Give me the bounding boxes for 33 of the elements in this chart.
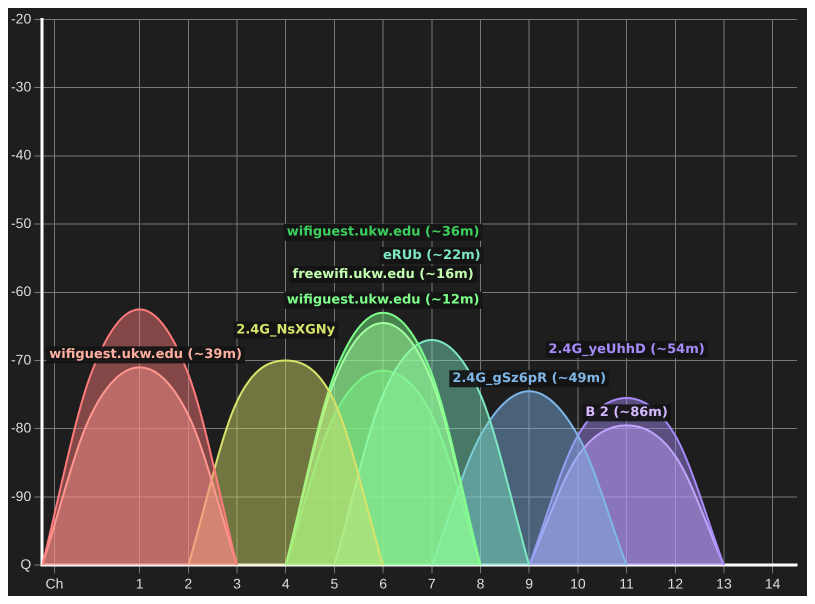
y-tick-label: -90 [11, 488, 32, 504]
series-label: B 2 (~86m) [585, 405, 668, 420]
y-tick-label: Q [20, 556, 32, 572]
x-tick-label: Ch [45, 575, 64, 592]
series-label: wifiguest.ukw.edu (~12m) [286, 292, 480, 308]
x-tick-label: 7 [428, 575, 436, 592]
x-tick-label: 13 [716, 575, 732, 592]
x-tick-label: 2 [184, 575, 192, 592]
text: 2.4G_NsXGNy [236, 322, 336, 338]
text: 2.4G_yeUhhD (~54m) [548, 342, 705, 357]
x-tick-label: 12 [667, 575, 684, 592]
y-tick-label: -70 [11, 351, 32, 368]
x-tick-label: 6 [379, 575, 388, 592]
x-tick-label: 11 [619, 575, 634, 592]
x-tick-label: 9 [525, 575, 534, 592]
y-tick-label: -30 [11, 78, 32, 94]
x-tick-label: 8 [476, 575, 485, 592]
x-tick-label: 1 [136, 575, 144, 592]
y-tick-label: -40 [11, 146, 32, 163]
series-label: 2.4G_gSz6pR (~49m) [452, 371, 606, 386]
y-tick-label: -20 [11, 10, 32, 26]
x-tick-label: 4 [282, 575, 290, 592]
y-tick-label: -80 [11, 420, 32, 436]
text: eRUb (~22m) [382, 248, 481, 263]
series-label: wifiguest.ukw.edu (~39m) [49, 347, 242, 362]
text: freewifi.ukw.edu (~16m) [292, 266, 474, 282]
y-tick-label: -60 [11, 283, 32, 300]
x-tick-label: 5 [330, 575, 339, 592]
x-tick-label: 3 [233, 575, 242, 592]
x-tick-label: 14 [764, 575, 781, 592]
y-tick-label: -50 [11, 214, 32, 231]
x-tick-label: 10 [570, 575, 586, 592]
text: wifiguest.ukw.edu (~36m) [286, 224, 480, 240]
